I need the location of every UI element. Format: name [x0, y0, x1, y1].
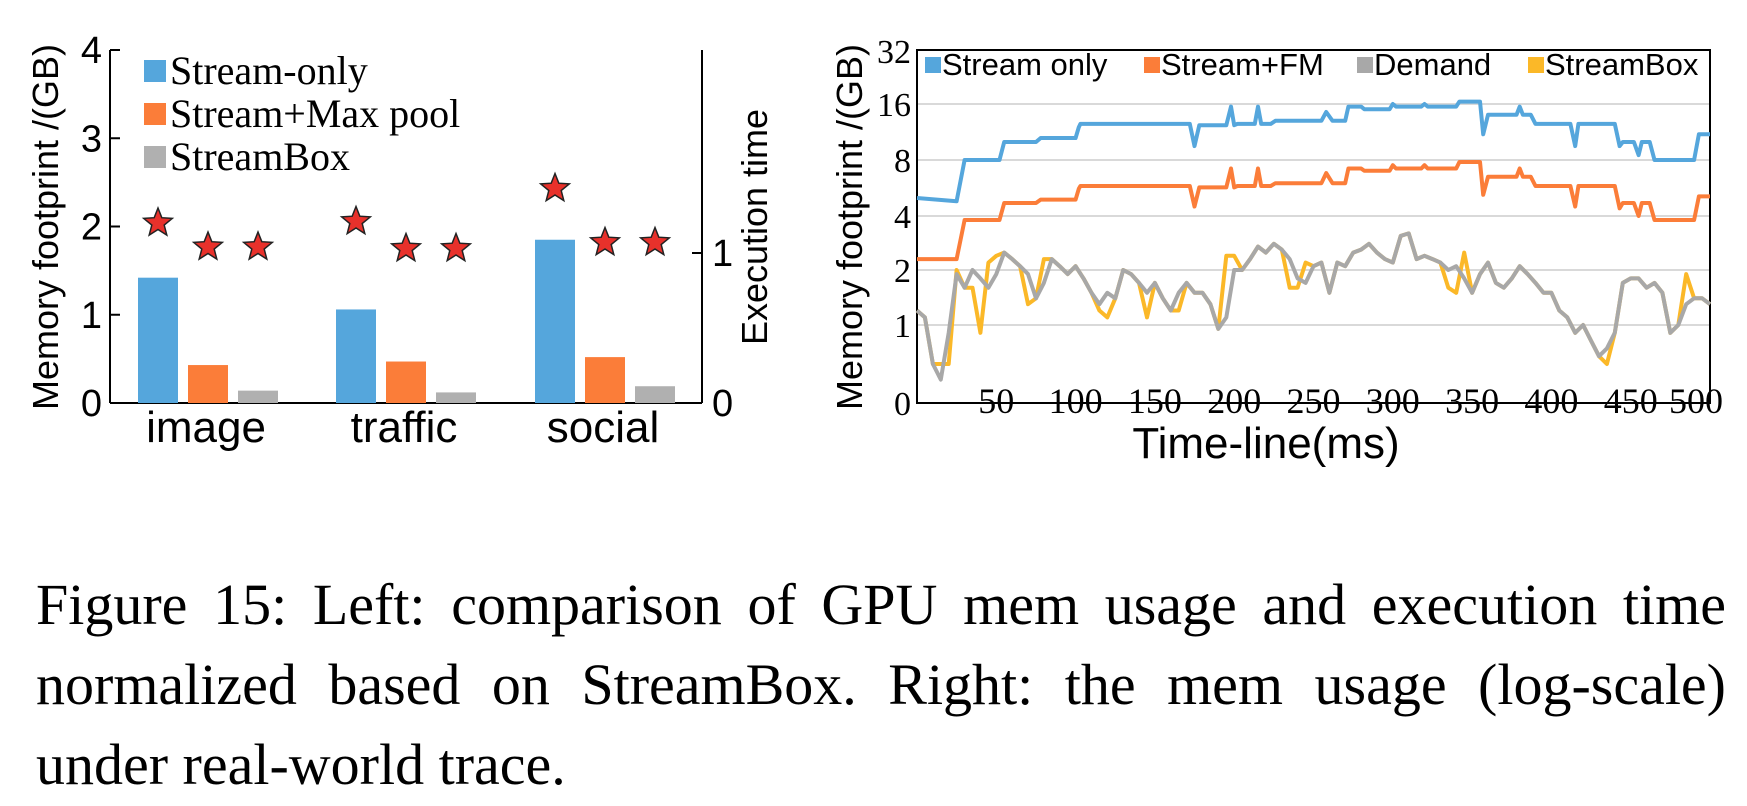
left-y2-tick-label: 0	[712, 383, 733, 425]
category-label-image: image	[146, 403, 266, 452]
execution-time-star	[389, 231, 423, 263]
left-y2-tick-label: 1	[712, 233, 733, 275]
execution-time-star	[538, 171, 572, 203]
right-x-tick-label: 450	[1604, 381, 1658, 421]
right-y-tick-label: 8	[894, 143, 911, 180]
legend-label: Stream+FM	[1161, 47, 1324, 82]
right-y-tick-label: 1	[894, 308, 911, 345]
legend-swatch	[925, 57, 941, 73]
right-y-tick-label: 4	[894, 199, 911, 236]
left-y-tick-label: 3	[81, 118, 102, 160]
execution-time-markers	[141, 171, 672, 263]
category-label-social: social	[547, 403, 660, 452]
bar-traffic-1	[386, 361, 426, 403]
legend-label: Demand	[1374, 47, 1491, 82]
left-y-tick-label: 0	[81, 383, 102, 425]
execution-time-star	[638, 225, 672, 257]
left-y-tick-label: 1	[81, 295, 102, 337]
right-x-ticks: 50 100 150 200 250 300 350 400 450 500	[978, 381, 1723, 421]
bar-traffic-2	[436, 392, 476, 403]
legend-label: Stream only	[942, 47, 1108, 82]
legend-label: StreamBox	[170, 134, 350, 179]
left-category-labels: image traffic social	[146, 403, 659, 452]
left-bars	[138, 239, 675, 403]
right-y-axis-label: Memory footprint /(GB)	[829, 44, 870, 410]
execution-time-star	[141, 205, 175, 237]
bar-social-0	[535, 239, 575, 403]
right-x-tick-label: 500	[1669, 381, 1723, 421]
series-line-demand	[915, 231, 1712, 382]
right-y-ticks: 0 1 2 4 8 16 32	[877, 34, 911, 423]
execution-time-star	[241, 229, 275, 261]
bar-image-1	[188, 365, 228, 403]
legend-label: Stream-only	[170, 48, 368, 93]
left-y2-axis-label: Execution time	[734, 109, 775, 345]
legend-label: StreamBox	[1545, 47, 1699, 82]
bar-social-2	[635, 386, 675, 403]
right-x-axis-label: Time-line(ms)	[1132, 419, 1399, 468]
figure-caption: Figure 15: Left: comparison of GPU mem u…	[36, 572, 1726, 797]
left-y-tick-label: 2	[81, 207, 102, 249]
legend-swatch	[144, 146, 166, 168]
right-y-tick-label: 16	[877, 87, 911, 124]
right-series-lines	[915, 99, 1712, 382]
right-legend: Stream only Stream+FM Demand StreamBox	[925, 47, 1699, 82]
legend-swatch	[144, 103, 166, 125]
bar-traffic-0	[336, 309, 376, 403]
series-line-stream-only	[916, 99, 1710, 204]
right-x-tick-label: 350	[1445, 381, 1499, 421]
execution-time-star	[191, 229, 225, 261]
left-y-axis-label: Memory footprint /(GB)	[25, 44, 66, 410]
execution-time-star	[439, 231, 473, 263]
legend-swatch	[1528, 57, 1544, 73]
bar-social-1	[585, 357, 625, 403]
right-x-tick-label: 400	[1524, 381, 1578, 421]
legend-swatch	[1357, 57, 1373, 73]
execution-time-star	[339, 204, 373, 236]
series-line-stream-fm	[917, 160, 1710, 262]
right-x-tick-label: 50	[978, 381, 1014, 421]
right-x-tick-label: 100	[1049, 381, 1103, 421]
legend-label: Stream+Max pool	[170, 91, 460, 136]
right-y-tick-label: 0	[894, 386, 911, 423]
left-y2-ticks: 01	[692, 233, 733, 425]
right-x-tick-label: 150	[1128, 381, 1182, 421]
bar-image-0	[138, 277, 178, 403]
right-y-tick-label: 32	[877, 34, 911, 71]
legend-swatch	[1144, 57, 1160, 73]
right-x-tick-label: 200	[1207, 381, 1261, 421]
right-plot-frame	[916, 49, 1711, 404]
right-x-tick-label: 300	[1366, 381, 1420, 421]
left-y-ticks: 0 1 2 3 4	[81, 30, 120, 425]
right-x-tick-label: 250	[1287, 381, 1341, 421]
legend-swatch	[144, 60, 166, 82]
execution-time-star	[588, 225, 622, 257]
category-label-traffic: traffic	[351, 403, 458, 452]
bar-image-2	[238, 390, 278, 403]
left-y-tick-label: 4	[81, 30, 102, 72]
right-y-tick-label: 2	[894, 253, 911, 290]
